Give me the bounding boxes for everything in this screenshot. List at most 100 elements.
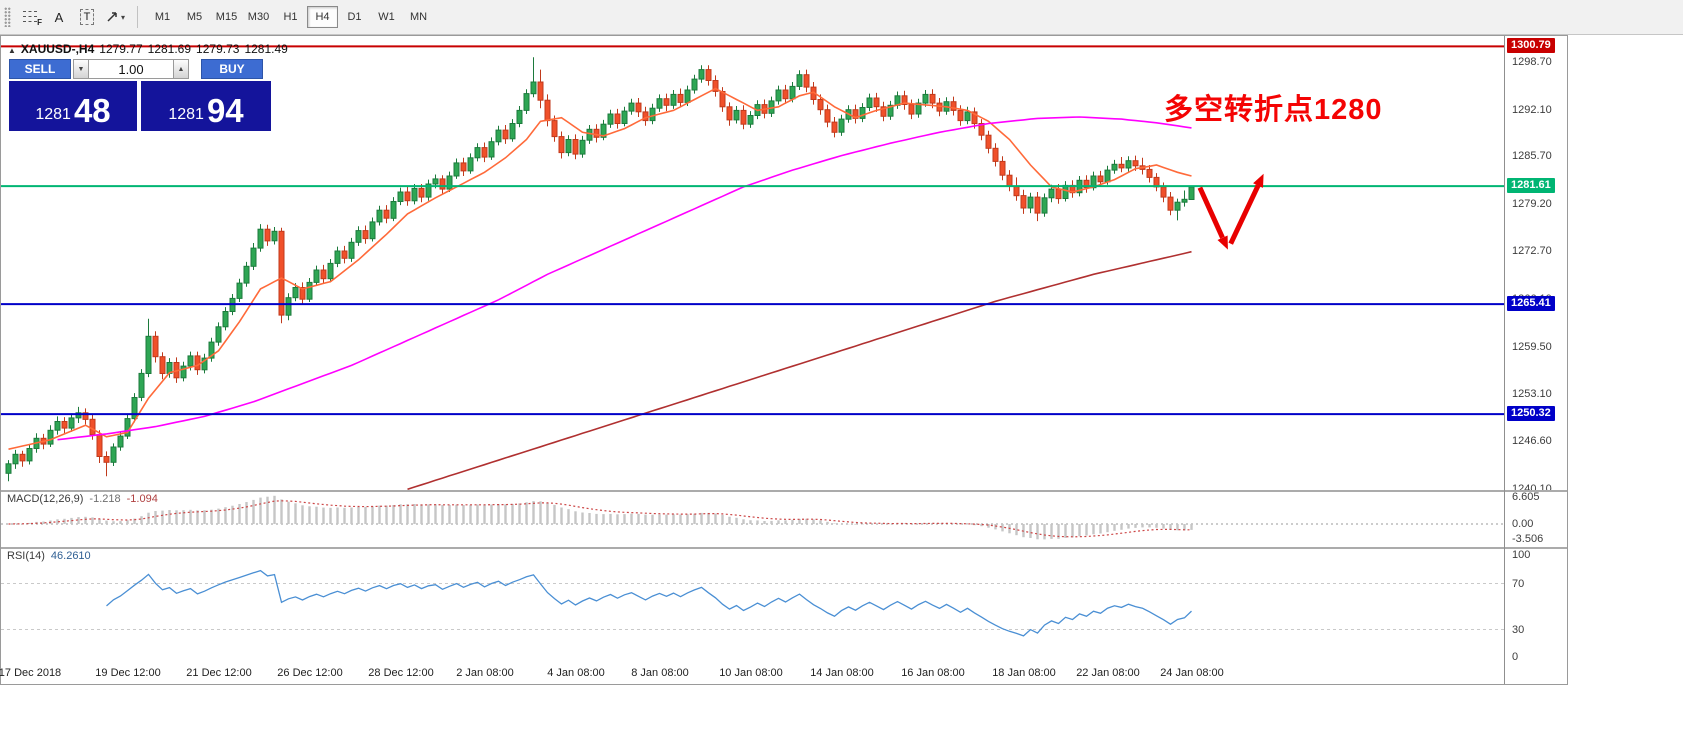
text-label-tool-button[interactable]: A — [46, 5, 72, 29]
ma-medium — [57, 116, 1192, 441]
macd-label: MACD(12,26,9) -1.218 -1.094 — [7, 493, 164, 505]
macd-tick: -3.506 — [1512, 533, 1544, 545]
macd-axis[interactable]: 6.605 0.00 -3.506 — [1505, 491, 1567, 547]
macd-main-value: -1.218 — [89, 493, 121, 505]
buy-price-display[interactable]: 1281 94 — [141, 81, 271, 131]
price-line-label: 1250.32 — [1507, 406, 1555, 421]
macd-histogram — [14, 495, 1193, 540]
text-label-icon: A — [54, 9, 64, 25]
axis-separator-line — [1504, 36, 1505, 684]
time-tick: 17 Dec 2018 — [0, 667, 62, 679]
panel-splitter-macd[interactable] — [1, 490, 1567, 492]
rsi-tick: 100 — [1512, 549, 1531, 561]
time-axis[interactable]: 17 Dec 2018 19 Dec 12:00 21 Dec 12:00 26 De… — [0, 664, 1504, 684]
rsi-indicator-chart[interactable] — [1, 549, 1504, 664]
rsi-axis[interactable]: 100 70 30 0 — [1505, 549, 1567, 664]
time-tick: 14 Jan 08:00 — [810, 667, 874, 679]
macd-signal-line — [8, 500, 1192, 538]
one-click-trading-panel: SELL ▼ 1.00 ▲ BUY 1281 48 1281 94 — [9, 59, 271, 131]
macd-tick: 0.00 — [1512, 518, 1534, 530]
price-tick: 1240.10 — [1512, 483, 1552, 495]
fibonacci-letter: F — [37, 18, 42, 27]
rsi-value: 46.2610 — [50, 550, 91, 562]
price-tick: 1292.10 — [1512, 104, 1552, 116]
chart-ohlc-header: ▲ XAUUSD-,H4 1279.77 1281.69 1279.73 1281.49 — [8, 42, 293, 56]
rsi-line — [106, 569, 1192, 637]
rsi-tick: 70 — [1512, 578, 1525, 590]
price-line-label: 1300.79 — [1507, 38, 1555, 53]
rsi-tick: 30 — [1512, 624, 1525, 636]
toolbar-grip-handle[interactable] — [4, 7, 11, 27]
sell-price-display[interactable]: 1281 48 — [9, 81, 137, 131]
lot-size-input[interactable]: 1.00 — [89, 59, 173, 79]
high-value: 1281.69 — [147, 42, 192, 56]
buy-button[interactable]: BUY — [201, 59, 263, 79]
timeframe-m15[interactable]: M15 — [211, 6, 242, 28]
toolbar-separator — [137, 6, 138, 28]
fibonacci-icon: F — [23, 9, 42, 27]
arrow-tool-icon — [107, 12, 117, 22]
time-tick: 8 Jan 08:00 — [631, 667, 689, 679]
horizontal-lines-layer — [1, 45, 1504, 416]
spin-up-icon: ▲ — [177, 65, 185, 73]
price-tick: 1253.10 — [1512, 388, 1552, 400]
time-tick: 19 Dec 12:00 — [95, 667, 161, 679]
arrow-objects-tool-button[interactable]: ▾ — [102, 5, 128, 29]
chart-window: ▲ XAUUSD-,H4 1279.77 1281.69 1279.73 1281.49 … — [0, 35, 1568, 685]
time-tick: 10 Jan 08:00 — [719, 667, 783, 679]
rsi-tick: 0 — [1512, 651, 1519, 663]
buy-price-pips: 94 — [206, 92, 244, 129]
timeframe-m1[interactable]: M1 — [147, 6, 178, 28]
time-tick: 24 Jan 08:00 — [1160, 667, 1224, 679]
timeframe-mn[interactable]: MN — [403, 6, 434, 28]
timeframe-h4[interactable]: H4 — [307, 6, 338, 28]
text-tool-button[interactable]: T — [74, 5, 100, 29]
chart-text-annotation[interactable]: 多空转折点1280 — [1164, 94, 1383, 126]
time-tick: 18 Jan 08:00 — [992, 667, 1056, 679]
price-line-label: 1265.41 — [1507, 296, 1555, 311]
main-toolbar: F A T ▾ M1 M5 M15 M30 H1 H4 D1 W1 MN — [0, 0, 1683, 35]
fibonacci-tool-button[interactable]: F — [18, 5, 44, 29]
timeframe-m5[interactable]: M5 — [179, 6, 210, 28]
macd-signal-value: -1.094 — [126, 493, 158, 505]
dropdown-caret-icon: ▾ — [120, 12, 125, 22]
time-tick: 26 Dec 12:00 — [277, 667, 343, 679]
time-tick: 4 Jan 08:00 — [547, 667, 605, 679]
panel-splitter-rsi[interactable] — [1, 547, 1567, 549]
timeframe-h1[interactable]: H1 — [275, 6, 306, 28]
candles-layer — [5, 57, 1195, 482]
macd-tick: 6.605 — [1512, 491, 1540, 503]
time-tick: 22 Jan 08:00 — [1076, 667, 1140, 679]
sell-button[interactable]: SELL — [9, 59, 71, 79]
time-tick: 21 Dec 12:00 — [186, 667, 252, 679]
rsi-label: RSI(14) 46.2610 — [7, 550, 97, 562]
price-tick: 1246.60 — [1512, 435, 1552, 447]
timeframe-w1[interactable]: W1 — [371, 6, 402, 28]
timeframe-d1[interactable]: D1 — [339, 6, 370, 28]
price-tick: 1285.70 — [1512, 150, 1552, 162]
time-tick: 28 Dec 12:00 — [368, 667, 434, 679]
lot-decrease-button[interactable]: ▼ — [73, 59, 89, 79]
price-tick: 1279.20 — [1512, 198, 1552, 210]
timeframe-m30[interactable]: M30 — [243, 6, 274, 28]
lot-increase-button[interactable]: ▲ — [173, 59, 189, 79]
price-axis[interactable]: 1298.701292.101285.701279.201272.701266.… — [1505, 38, 1567, 495]
ma-fast — [8, 87, 1192, 450]
text-tool-icon: T — [79, 9, 95, 25]
chart-icon: ▲ — [8, 46, 16, 55]
candlestick-chart[interactable] — [1, 39, 1504, 490]
sell-price-pips: 48 — [73, 92, 111, 129]
ma-slow — [407, 250, 1192, 490]
buy-price-main: 1281 — [168, 106, 204, 123]
arrow-annotation[interactable] — [1197, 173, 1264, 250]
time-tick: 2 Jan 08:00 — [456, 667, 514, 679]
time-tick: 16 Jan 08:00 — [901, 667, 965, 679]
price-tick: 1272.70 — [1512, 245, 1552, 257]
open-value: 1279.77 — [99, 42, 143, 56]
price-tick: 1259.50 — [1512, 341, 1552, 353]
timeframe-group: M1 M5 M15 M30 H1 H4 D1 W1 MN — [147, 6, 434, 28]
ma-lines-layer — [8, 87, 1192, 490]
macd-indicator-chart[interactable] — [1, 492, 1504, 547]
symbol-title: XAUUSD-,H4 — [20, 42, 95, 56]
rsi-name: RSI(14) — [7, 550, 45, 562]
